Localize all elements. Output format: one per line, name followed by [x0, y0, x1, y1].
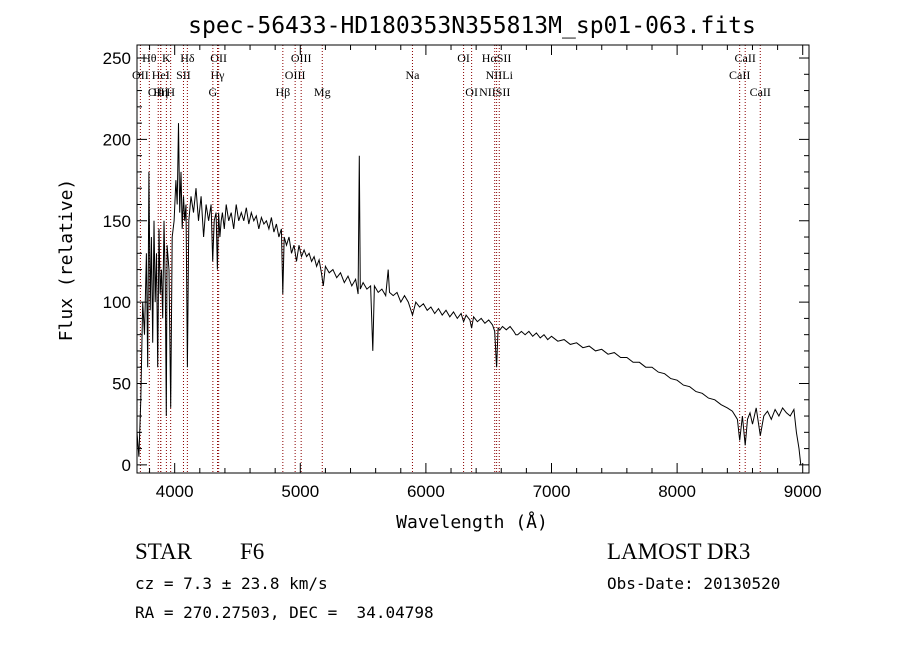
line-label-8: OII	[132, 68, 149, 82]
line-label-20: Hβ	[275, 85, 290, 99]
chart-title: spec-56433-HD180353N355813M_sp01-063.fit…	[188, 13, 756, 39]
line-label-19: G	[209, 85, 218, 99]
flux-series-line	[136, 123, 802, 465]
line-label-6: HαSII	[482, 51, 512, 65]
line-label-4: OIII	[291, 51, 312, 65]
x-axis-label: Wavelength (Å)	[396, 511, 548, 533]
y-axis-label: Flux (relative)	[56, 179, 77, 342]
line-label-1: K	[162, 51, 171, 65]
y-tick-label-0: 0	[122, 456, 131, 475]
line-label-17: Hη	[153, 85, 168, 99]
line-label-12: OIII	[285, 68, 306, 82]
line-label-18: H	[166, 85, 175, 99]
line-label-3: OII	[210, 51, 227, 65]
line-label-13: Na	[405, 68, 420, 82]
x-tick-label-1: 5000	[281, 482, 319, 501]
axes: 4000 5000 6000 7000 8000 9000 0 50 100 150 200 250	[103, 45, 822, 501]
line-label-23: NIISII	[479, 85, 510, 99]
object-class: STAR	[135, 539, 192, 564]
y-tick-label-5: 250	[103, 49, 131, 68]
line-label-7: CaII	[735, 51, 756, 65]
line-label-10: SII	[176, 68, 191, 82]
line-label-21: Mg	[314, 85, 331, 99]
line-label-2: Hθ	[142, 51, 157, 65]
line-label-22: OI	[465, 85, 478, 99]
y-tick-label-1: 50	[112, 374, 131, 393]
x-tick-label-4: 8000	[658, 482, 696, 501]
x-tick-label-2: 6000	[407, 482, 445, 501]
line-label-5: OI	[457, 51, 470, 65]
line-label-11: Hγ	[211, 68, 226, 82]
line-label-16: OIII	[148, 85, 169, 99]
line-label-0: Hδ	[180, 51, 195, 65]
object-subclass: F6	[240, 539, 265, 564]
coordinates-text: RA = 270.27503, DEC = 34.04798	[135, 603, 434, 622]
line-label-14: NIILi	[486, 68, 514, 82]
line-label-24: CaII	[750, 85, 771, 99]
y-tick-label-4: 200	[103, 130, 131, 149]
x-tick-label-5: 9000	[784, 482, 822, 501]
obs-date: Obs-Date: 20130520	[607, 574, 781, 593]
x-tick-label-3: 7000	[533, 482, 571, 501]
line-label-15: CaII	[729, 68, 750, 82]
plot-frame	[136, 44, 810, 474]
x-tick-label-0: 4000	[156, 482, 194, 501]
survey-name: LAMOST DR3	[607, 539, 751, 564]
redshift-text: cz = 7.3 ± 23.8 km/s	[135, 574, 328, 593]
y-tick-label-2: 100	[103, 293, 131, 312]
y-tick-label-3: 150	[103, 212, 131, 231]
